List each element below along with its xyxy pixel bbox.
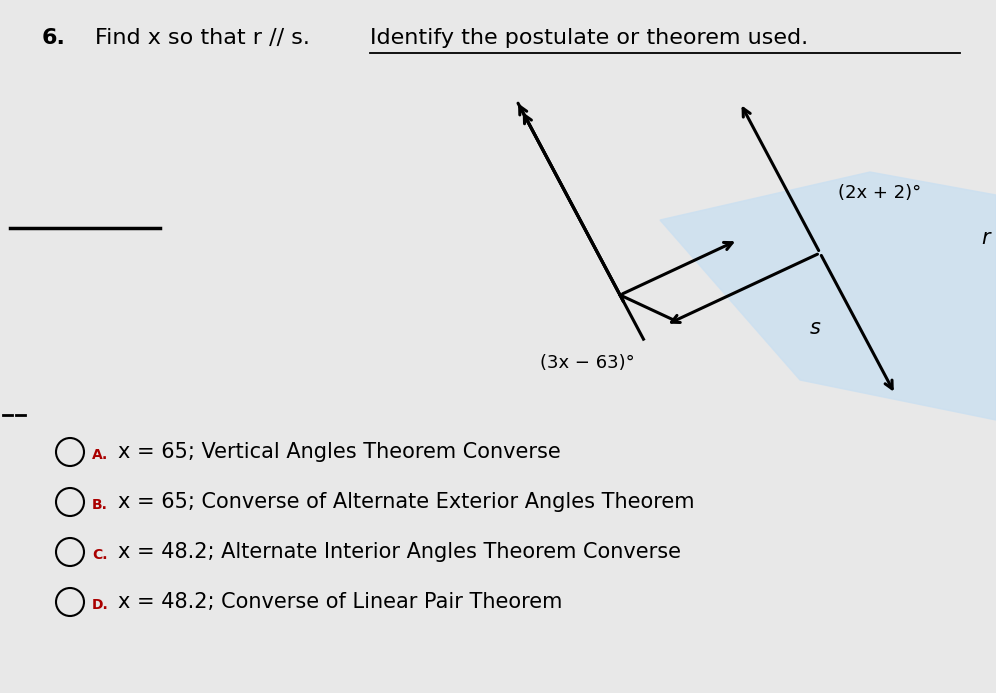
Text: x = 48.2; Alternate Interior Angles Theorem Converse: x = 48.2; Alternate Interior Angles Theo…	[118, 542, 681, 562]
Text: s: s	[810, 318, 821, 338]
Text: Identify the postulate or theorem used.: Identify the postulate or theorem used.	[370, 28, 808, 48]
Text: x = 65; Vertical Angles Theorem Converse: x = 65; Vertical Angles Theorem Converse	[118, 442, 561, 462]
Text: C.: C.	[92, 548, 108, 562]
Text: B.: B.	[92, 498, 108, 512]
Text: A.: A.	[92, 448, 109, 462]
Text: (2x + 2)°: (2x + 2)°	[838, 184, 921, 202]
Polygon shape	[660, 172, 996, 420]
Text: r: r	[981, 228, 990, 248]
Text: Find x so that r ∕∕ s.: Find x so that r ∕∕ s.	[95, 28, 317, 48]
Text: 6.: 6.	[42, 28, 66, 48]
Text: x = 65; Converse of Alternate Exterior Angles Theorem: x = 65; Converse of Alternate Exterior A…	[118, 492, 694, 512]
Text: (3x − 63)°: (3x − 63)°	[540, 354, 634, 372]
Text: x = 48.2; Converse of Linear Pair Theorem: x = 48.2; Converse of Linear Pair Theore…	[118, 592, 563, 612]
Text: D.: D.	[92, 598, 109, 612]
